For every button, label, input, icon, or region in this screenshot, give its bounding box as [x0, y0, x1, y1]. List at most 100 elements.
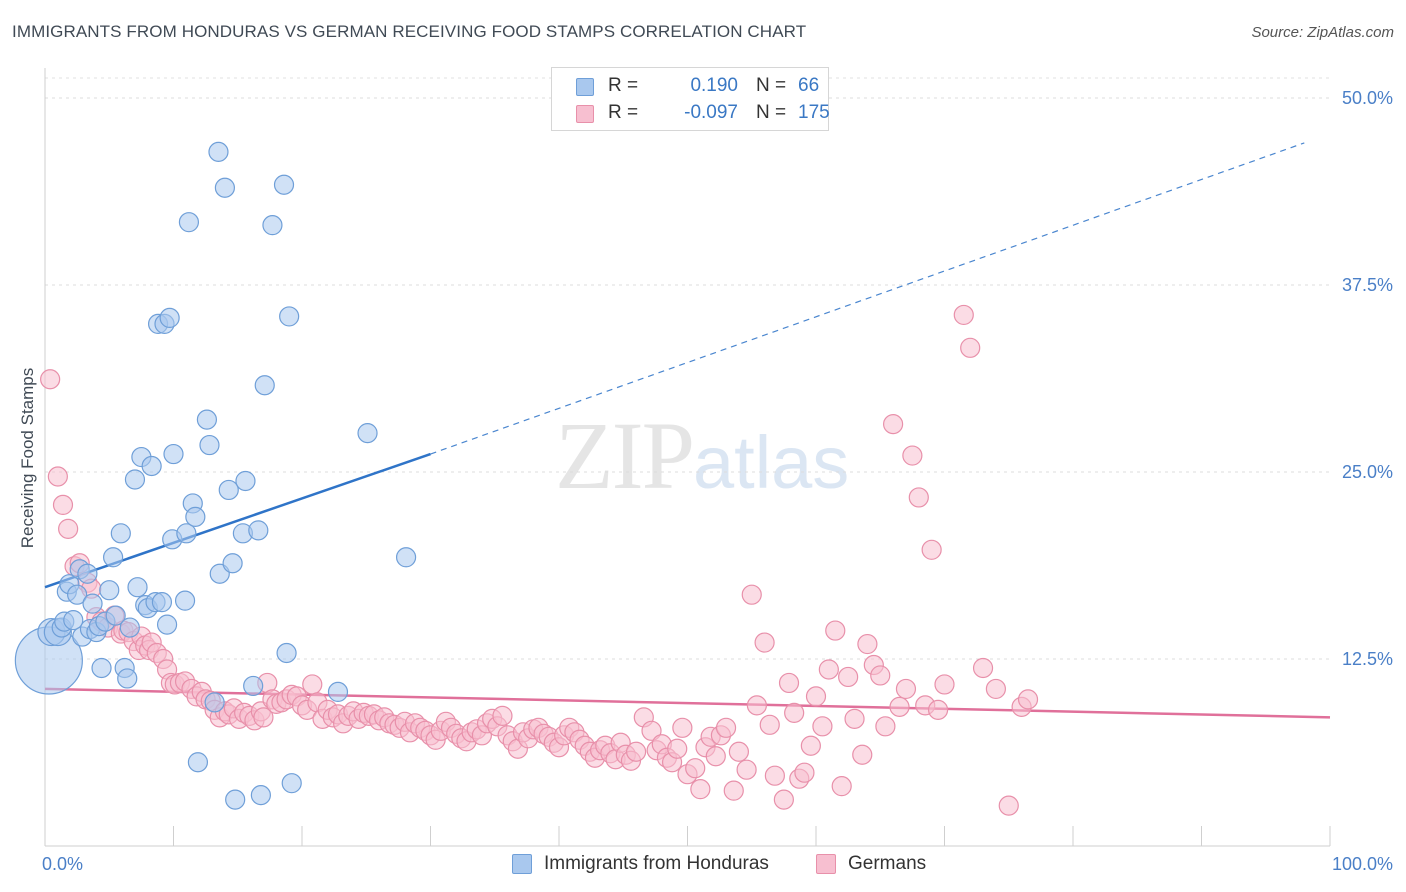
chart-title: IMMIGRANTS FROM HONDURAS VS GERMAN RECEI…: [12, 22, 807, 41]
legend-n-label: N =: [756, 102, 787, 123]
trend-line-honduras-extension: [430, 142, 1305, 455]
point-germans: [759, 714, 780, 735]
point-honduras: [243, 675, 264, 697]
axis-labels: 12.5% 25.0% 37.5% 50.0% 0.0% 100.0% Receiving …: [18, 88, 1393, 874]
axes: [44, 68, 1331, 847]
point-honduras: [117, 668, 138, 689]
point-germans: [882, 414, 904, 435]
point-germans: [908, 487, 929, 508]
point-germans: [960, 337, 981, 358]
point-germans: [1017, 689, 1039, 710]
point-honduras: [248, 520, 269, 541]
point-germans: [921, 539, 942, 560]
point-honduras: [159, 307, 180, 329]
point-germans: [723, 780, 744, 801]
point-germans: [998, 795, 1019, 816]
point-germans: [895, 678, 917, 700]
bottom-legend-label-germans: Germans: [848, 853, 927, 874]
point-germans: [728, 741, 750, 762]
point-germans: [746, 695, 767, 716]
point-honduras: [395, 547, 417, 568]
point-honduras: [273, 174, 295, 195]
point-germans: [764, 765, 785, 786]
point-honduras: [63, 610, 84, 631]
point-honduras: [176, 523, 197, 544]
watermark-zip: ZIP: [555, 402, 695, 509]
point-honduras: [141, 455, 162, 477]
point-germans: [870, 665, 891, 686]
y-tick-label: 25.0%: [1342, 462, 1393, 482]
point-honduras: [185, 506, 206, 527]
point-honduras: [174, 590, 196, 611]
point-honduras: [196, 409, 218, 430]
point-germans: [902, 445, 923, 466]
point-germans: [889, 696, 910, 717]
point-germans: [302, 674, 323, 695]
y-tick-label: 12.5%: [1342, 649, 1393, 669]
point-germans: [715, 717, 737, 738]
legend-r-value: 0.190: [690, 75, 738, 96]
point-germans: [818, 659, 839, 680]
point-honduras: [187, 752, 209, 773]
point-germans: [875, 716, 896, 737]
point-germans: [934, 674, 955, 695]
point-honduras: [91, 657, 112, 679]
point-germans: [672, 717, 693, 738]
point-honduras: [151, 592, 173, 613]
point-honduras: [204, 692, 225, 713]
point-honduras: [156, 614, 178, 635]
point-honduras: [279, 306, 300, 327]
y-tick-label: 50.0%: [1342, 88, 1393, 108]
point-honduras: [262, 215, 283, 236]
point-honduras: [105, 605, 126, 626]
point-honduras: [218, 479, 239, 501]
correlation-legend: R = 0.190 N = 66 R = -0.097 N = 175: [551, 67, 830, 131]
point-germans: [778, 672, 800, 694]
point-germans: [685, 758, 706, 779]
legend-swatch-honduras: [576, 78, 594, 96]
point-honduras: [327, 681, 349, 703]
point-germans: [857, 633, 878, 655]
legend-r-value: -0.097: [684, 102, 738, 123]
watermark-atlas: atlas: [693, 421, 850, 504]
legend-n-value: 66: [798, 75, 820, 96]
point-germans: [805, 686, 827, 707]
point-honduras: [250, 785, 271, 806]
legend-r-label: R =: [608, 102, 639, 123]
point-germans: [812, 716, 833, 737]
point-honduras: [281, 773, 302, 794]
point-germans: [741, 584, 762, 605]
point-germans: [40, 369, 61, 390]
point-germans: [838, 666, 859, 688]
x-tick-label-max: 100.0%: [1332, 854, 1393, 874]
legend-r-label: R =: [608, 75, 639, 96]
point-honduras: [222, 553, 243, 574]
y-axis-label: Receiving Food Stamps: [18, 368, 37, 548]
point-honduras: [103, 547, 124, 568]
point-germans: [784, 702, 805, 723]
legend-n-label: N =: [756, 75, 787, 96]
point-germans: [492, 705, 513, 726]
point-germans: [625, 741, 647, 762]
point-germans: [800, 735, 821, 756]
bottom-legend-swatch-germans: [816, 854, 836, 874]
point-germans: [52, 494, 74, 516]
point-germans: [641, 720, 662, 741]
point-honduras: [82, 593, 103, 614]
x-tick-label-min: 0.0%: [42, 854, 83, 874]
trend-lines: [44, 142, 1331, 719]
point-germans: [47, 466, 68, 487]
point-germans: [690, 779, 711, 800]
point-germans: [852, 744, 873, 765]
point-honduras: [163, 443, 184, 465]
point-honduras: [127, 577, 148, 598]
point-germans: [667, 738, 688, 759]
point-honduras: [235, 470, 256, 492]
point-germans: [972, 657, 994, 679]
point-germans: [794, 762, 815, 783]
point-germans: [953, 304, 974, 326]
point-honduras: [77, 563, 98, 584]
point-germans: [831, 776, 852, 797]
point-germans: [58, 518, 79, 539]
